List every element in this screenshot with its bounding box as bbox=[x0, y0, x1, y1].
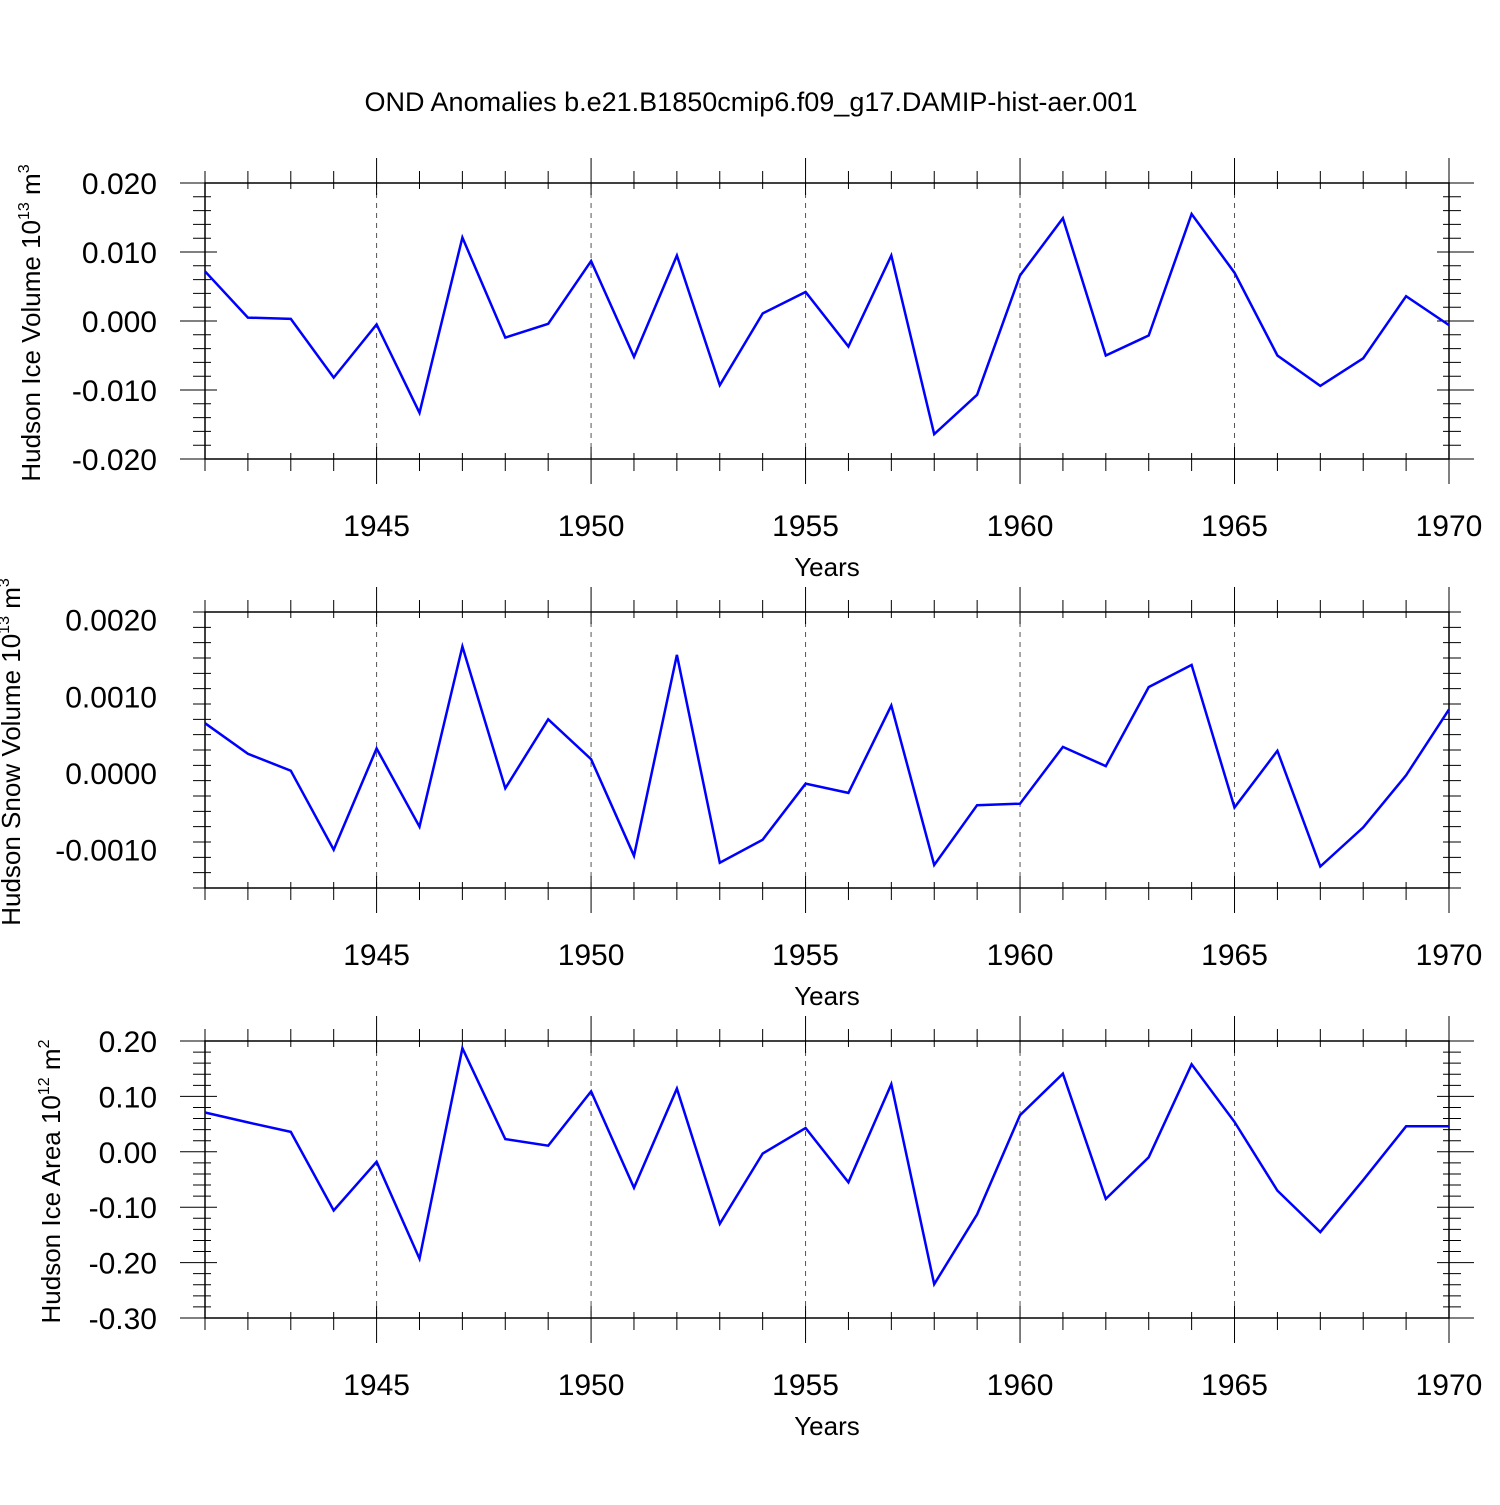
x-tick-label: 1960 bbox=[987, 1369, 1054, 1402]
y-axis-label-exponent: 13 bbox=[0, 616, 13, 634]
x-tick-label: 1960 bbox=[987, 510, 1054, 543]
y-axis-label-unit-exponent: 3 bbox=[16, 164, 33, 173]
y-tick-label: 0.000 bbox=[82, 306, 157, 339]
x-axis-label: Years bbox=[794, 1411, 860, 1441]
x-tick-label: 1950 bbox=[558, 510, 625, 543]
y-tick-label: -0.20 bbox=[89, 1248, 157, 1281]
panel-3: 0.20 0.10 0.00 -0.10 -0.20 -0.30 1945 1950 1955 1… bbox=[36, 1016, 1482, 1441]
y-axis-label-unit: m bbox=[36, 1048, 66, 1077]
x-tick-label: 1965 bbox=[1201, 1369, 1268, 1402]
y-tick-label: 0.10 bbox=[99, 1081, 157, 1114]
x-tick-label: 1945 bbox=[343, 1369, 410, 1402]
panel-2: 0.0020 0.0010 0.0000 -0.0010 1945 1950 1955 196… bbox=[0, 578, 1482, 1011]
y-axis-label-exponent: 13 bbox=[16, 202, 33, 220]
x-tick-label: 1970 bbox=[1416, 1369, 1483, 1402]
y-axis-label-text: Hudson Snow Volume 10 bbox=[0, 634, 26, 926]
x-tick-label: 1965 bbox=[1201, 939, 1268, 972]
x-tick-label: 1950 bbox=[558, 1369, 625, 1402]
x-tick-label: 1955 bbox=[772, 939, 839, 972]
x-tick-label: 1965 bbox=[1201, 510, 1268, 543]
y-axis-label-unit-exponent: 2 bbox=[36, 1039, 53, 1048]
y-tick-label: 0.0010 bbox=[65, 681, 157, 714]
x-tick-label: 1970 bbox=[1416, 939, 1483, 972]
x-tick-label: 1955 bbox=[772, 510, 839, 543]
chart-title: OND Anomalies b.e21.B1850cmip6.f09_g17.D… bbox=[365, 87, 1138, 117]
y-axis-label: Hudson Snow Volume 1013 m3 bbox=[0, 578, 26, 926]
y-tick-label: 0.20 bbox=[99, 1026, 157, 1059]
x-tick-label: 1945 bbox=[343, 939, 410, 972]
series-line bbox=[204, 211, 1450, 437]
y-tick-label: -0.10 bbox=[89, 1192, 157, 1225]
x-tick-label: 1945 bbox=[343, 510, 410, 543]
plot-frame bbox=[204, 1040, 1450, 1319]
y-tick-label: -0.30 bbox=[89, 1303, 157, 1336]
x-axis-label: Years bbox=[794, 552, 860, 582]
y-axis-label-unit: m bbox=[0, 587, 26, 616]
panel-1: 0.020 0.010 0.000 -0.010 -0.020 1945 1950 1955 1… bbox=[16, 158, 1482, 582]
x-tick-label: 1955 bbox=[772, 1369, 839, 1402]
x-tick-label: 1960 bbox=[987, 939, 1054, 972]
y-axis-label: Hudson Ice Area 1012 m2 bbox=[36, 1039, 66, 1323]
series-line bbox=[204, 1044, 1449, 1288]
y-tick-label: 0.010 bbox=[82, 237, 157, 270]
y-axis-label-exponent: 12 bbox=[36, 1077, 53, 1095]
x-tick-label: 1950 bbox=[558, 939, 625, 972]
y-axis-label-unit-exponent: 3 bbox=[0, 578, 13, 587]
y-axis-label-text: Hudson Ice Volume 10 bbox=[16, 220, 46, 482]
y-tick-label: -0.020 bbox=[72, 444, 157, 477]
series-line bbox=[204, 641, 1451, 869]
y-tick-label: 0.00 bbox=[99, 1137, 157, 1170]
y-axis-label: Hudson Ice Volume 1013 m3 bbox=[16, 164, 46, 481]
x-tick-label: 1970 bbox=[1416, 510, 1483, 543]
y-tick-label: 0.0020 bbox=[65, 605, 157, 638]
x-axis-label: Years bbox=[794, 981, 860, 1011]
y-axis-label-unit: m bbox=[16, 173, 46, 202]
plot-frame bbox=[204, 611, 1450, 889]
y-axis-label-text: Hudson Ice Area 10 bbox=[36, 1095, 66, 1323]
y-tick-label: -0.010 bbox=[72, 375, 157, 408]
y-tick-label: 0.0000 bbox=[65, 758, 157, 791]
y-tick-label: 0.020 bbox=[82, 168, 157, 201]
y-tick-label: -0.0010 bbox=[55, 835, 157, 868]
